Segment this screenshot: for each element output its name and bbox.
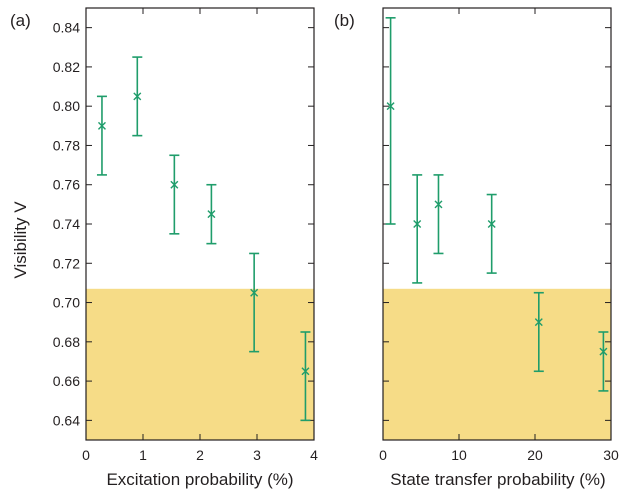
marker-x <box>487 220 496 228</box>
marker-x <box>133 92 142 101</box>
panel-label-b: (b) <box>334 11 355 30</box>
y-tick-label: 0.84 <box>53 20 80 36</box>
x-tick-label: 0 <box>82 447 90 463</box>
y-tick-label: 0.66 <box>53 373 80 389</box>
x-axis-label-b: State transfer probability (%) <box>390 470 605 489</box>
marker-x <box>413 220 422 228</box>
y-tick-label: 0.82 <box>53 59 80 75</box>
data-point <box>486 193 497 274</box>
data-point <box>96 95 107 176</box>
marker-x <box>97 121 106 130</box>
x-tick-label: 10 <box>451 447 467 463</box>
data-point <box>598 331 609 392</box>
data-point <box>132 56 143 137</box>
x-tick-label: 0 <box>379 447 387 463</box>
data-point <box>169 154 180 235</box>
x-tick-label: 4 <box>310 447 318 463</box>
y-tick-label: 0.74 <box>53 216 80 232</box>
threshold-region <box>86 288 314 440</box>
panel-label-a: (a) <box>10 11 31 30</box>
y-tick-label: 0.76 <box>53 177 80 193</box>
data-point <box>249 252 260 353</box>
marker-x <box>386 102 395 111</box>
y-axis-label: Visibility V <box>11 201 30 279</box>
x-tick-label: 3 <box>253 447 261 463</box>
x-axis-label-a: Excitation probability (%) <box>106 470 293 489</box>
marker-x <box>207 210 216 219</box>
y-tick-label: 0.68 <box>53 334 80 350</box>
x-tick-label: 30 <box>603 447 619 463</box>
data-point <box>533 291 544 373</box>
x-tick-label: 2 <box>196 447 204 463</box>
x-tick-label: 20 <box>527 447 543 463</box>
marker-x <box>250 288 259 297</box>
panel-a: 0.64 0.66 0.68 0.70 0.72 0.74 0.76 0.78 0.80 0.82… <box>53 7 318 463</box>
data-point <box>433 174 444 255</box>
x-tick-label: 1 <box>139 447 147 463</box>
panel-b: 0 10 20 30 <box>379 7 619 463</box>
marker-x <box>534 318 543 327</box>
data-point <box>385 17 396 225</box>
marker-x <box>599 347 608 356</box>
marker-x <box>434 200 443 209</box>
y-tick-label: 0.80 <box>53 98 80 114</box>
marker-x <box>301 367 310 376</box>
data-point <box>300 331 311 422</box>
threshold-region <box>383 288 611 440</box>
marker-x <box>170 180 179 189</box>
y-tick-label: 0.78 <box>53 137 80 153</box>
data-point <box>206 183 217 245</box>
y-tick-label: 0.72 <box>53 255 80 271</box>
data-point <box>412 174 423 284</box>
y-tick-label: 0.64 <box>53 412 80 428</box>
y-tick-label: 0.70 <box>53 295 80 311</box>
